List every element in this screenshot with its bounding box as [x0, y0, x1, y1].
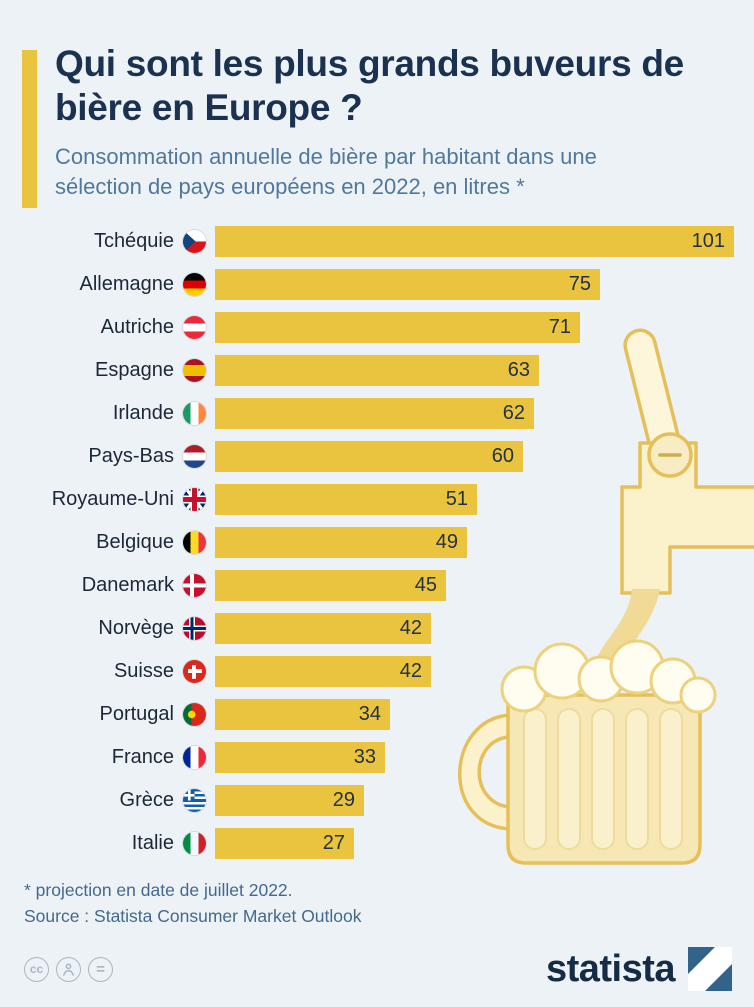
country-label: Tchéquie — [93, 230, 174, 252]
flag-icon-gr — [183, 789, 206, 812]
country-label: Pays-Bas — [88, 445, 174, 467]
flag-icon-gb — [183, 488, 206, 511]
bar-value-label: 60 — [491, 445, 514, 467]
cc-cc-icon[interactable]: cc — [24, 956, 49, 982]
value-bar: 29 — [215, 785, 364, 816]
value-bar: 45 — [215, 570, 446, 601]
bar-value-label: 75 — [568, 273, 591, 295]
bar-value-label: 34 — [358, 703, 381, 725]
country-label: France — [111, 746, 174, 768]
country-label: Italie — [131, 832, 174, 854]
flag-icon-nl — [183, 445, 206, 468]
flag-icon-no — [183, 617, 206, 640]
chart-row: Norvège 42 — [22, 613, 734, 644]
statista-logo[interactable]: statista — [546, 947, 732, 991]
chart-row: Allemagne 75 — [22, 269, 734, 300]
bar-value-label: 45 — [414, 574, 437, 596]
value-bar: 75 — [215, 269, 600, 300]
bar-value-label: 49 — [435, 531, 458, 553]
bar-value-label: 101 — [691, 230, 725, 252]
chart-row: Danemark 45 — [22, 570, 734, 601]
flag-icon-at — [183, 316, 206, 339]
page-subtitle: Consommation annuelle de bière par habit… — [55, 144, 597, 199]
footnote-source: Source : Statista Consumer Market Outloo… — [24, 906, 362, 927]
chart-row: Italie 27 — [22, 828, 734, 859]
page-title: Qui sont les plus grands buveurs de bièr… — [55, 43, 684, 128]
flag-icon-de — [183, 273, 206, 296]
cc-license-icons: cc = — [24, 956, 113, 982]
flag-icon-be — [183, 531, 206, 554]
cc-by-icon[interactable] — [56, 956, 81, 982]
country-label: Portugal — [99, 703, 175, 725]
country-label: Allemagne — [79, 273, 174, 295]
value-bar: 60 — [215, 441, 523, 472]
bar-value-label: 33 — [353, 746, 376, 768]
title-accent-bar — [22, 50, 37, 208]
bar-value-label: 27 — [322, 832, 345, 854]
country-label: Danemark — [81, 574, 174, 596]
chart-row: France 33 — [22, 742, 734, 773]
bottom-bar: cc = statista — [24, 947, 732, 991]
chart-row: Irlande 62 — [22, 398, 734, 429]
value-bar: 49 — [215, 527, 467, 558]
flag-icon-cz — [183, 230, 206, 253]
bar-value-label: 51 — [445, 488, 468, 510]
value-bar: 63 — [215, 355, 539, 386]
footnote-projection: * projection en date de juillet 2022. — [24, 880, 293, 900]
chart-row: Pays-Bas 60 — [22, 441, 734, 472]
country-label: Royaume-Uni — [51, 488, 174, 510]
value-bar: 42 — [215, 613, 431, 644]
value-bar: 34 — [215, 699, 390, 730]
chart-row: Grèce 29 — [22, 785, 734, 816]
statista-logo-mark[interactable] — [688, 947, 732, 991]
bar-value-label: 42 — [399, 660, 422, 682]
statista-wordmark[interactable]: statista — [545, 947, 676, 990]
bar-value-label: 62 — [502, 402, 525, 424]
header: Qui sont les plus grands buveurs de bièr… — [22, 42, 693, 208]
flag-icon-fr — [183, 746, 206, 769]
flag-icon-dk — [183, 574, 206, 597]
bar-value-label: 63 — [507, 359, 530, 381]
bar-value-label: 71 — [548, 316, 571, 338]
country-label: Belgique — [96, 531, 174, 553]
flag-icon-ie — [183, 402, 206, 425]
bar-chart: Tchéquie 101 Allemagne 75 Autriche 71 Espagne 6… — [22, 226, 734, 871]
flag-icon-es — [183, 359, 206, 382]
flag-icon-ch — [183, 660, 206, 683]
country-label: Grèce — [119, 789, 174, 811]
chart-row: Tchéquie 101 — [22, 226, 734, 257]
country-label: Espagne — [95, 359, 174, 381]
country-label: Norvège — [98, 617, 174, 639]
value-bar: 33 — [215, 742, 385, 773]
chart-row: Suisse 42 — [22, 656, 734, 687]
value-bar: 101 — [215, 226, 734, 257]
chart-row: Autriche 71 — [22, 312, 734, 343]
value-bar: 27 — [215, 828, 354, 859]
value-bar: 42 — [215, 656, 431, 687]
cc-nd-icon[interactable]: = — [88, 956, 113, 982]
chart-row: Royaume-Uni 51 — [22, 484, 734, 515]
country-label: Irlande — [112, 402, 174, 424]
bar-value-label: 29 — [332, 789, 355, 811]
chart-row: Belgique 49 — [22, 527, 734, 558]
chart-row: Portugal 34 — [22, 699, 734, 730]
value-bar: 71 — [215, 312, 580, 343]
bar-value-label: 42 — [399, 617, 422, 639]
flag-icon-it — [183, 832, 206, 855]
value-bar: 62 — [215, 398, 534, 429]
chart-rows: Tchéquie 101 Allemagne 75 Autriche 71 Espagne 6… — [22, 226, 734, 859]
country-label: Autriche — [100, 316, 174, 338]
footnotes: * projection en date de juillet 2022. So… — [24, 877, 362, 930]
value-bar: 51 — [215, 484, 477, 515]
flag-icon-pt — [183, 703, 206, 726]
country-label: Suisse — [113, 660, 174, 682]
chart-row: Espagne 63 — [22, 355, 734, 386]
